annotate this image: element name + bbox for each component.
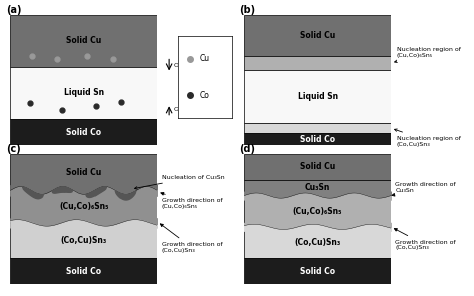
- Text: Liquid Sn: Liquid Sn: [64, 89, 104, 97]
- Bar: [244, 70, 391, 123]
- Text: Nucleation of Cu₃Sn: Nucleation of Cu₃Sn: [135, 175, 224, 189]
- Text: Solid Cu: Solid Cu: [300, 163, 335, 171]
- Text: Solid Cu: Solid Cu: [66, 168, 101, 177]
- Text: (Co,Cu)Sn₃: (Co,Cu)Sn₃: [294, 238, 341, 247]
- Text: (Co,Cu)Sn₃: (Co,Cu)Sn₃: [61, 236, 107, 245]
- Text: Cu₃Sn: Cu₃Sn: [305, 183, 330, 192]
- Bar: [10, 154, 157, 190]
- Bar: [244, 154, 391, 180]
- Bar: [244, 180, 391, 196]
- Text: Cu: Cu: [173, 63, 182, 68]
- Text: Growth direction of
Cu₃Sn: Growth direction of Cu₃Sn: [392, 182, 456, 196]
- Text: Co: Co: [200, 91, 210, 100]
- Text: (d): (d): [239, 144, 255, 155]
- Text: Nucleation region of
(Cu,Co)₆Sn₅: Nucleation region of (Cu,Co)₆Sn₅: [395, 47, 461, 62]
- Bar: [10, 190, 157, 223]
- Text: Liquid Sn: Liquid Sn: [298, 92, 337, 101]
- Bar: [10, 119, 157, 145]
- Text: (Cu,Co)₆Sn₅: (Cu,Co)₆Sn₅: [293, 207, 342, 216]
- Text: Solid Co: Solid Co: [66, 128, 101, 136]
- Text: Solid Co: Solid Co: [66, 267, 101, 276]
- Bar: [244, 15, 391, 57]
- Bar: [10, 67, 157, 119]
- Text: Cu: Cu: [200, 54, 210, 63]
- Bar: [244, 123, 391, 133]
- Bar: [10, 258, 157, 284]
- Text: (b): (b): [239, 5, 255, 15]
- Bar: [244, 227, 391, 258]
- Text: Solid Co: Solid Co: [300, 135, 335, 144]
- Text: (c): (c): [6, 144, 20, 155]
- Bar: [10, 223, 157, 258]
- Text: Co: Co: [173, 107, 182, 112]
- Bar: [10, 15, 157, 67]
- Text: (a): (a): [6, 5, 21, 15]
- Text: Growth direction of
(Co,Cu)Sn₃: Growth direction of (Co,Cu)Sn₃: [394, 229, 456, 250]
- Text: Nucleation region of
(Co,Cu)Sn₃: Nucleation region of (Co,Cu)Sn₃: [394, 129, 461, 147]
- Bar: [244, 133, 391, 145]
- Bar: [244, 258, 391, 284]
- Text: Growth direction of
(Cu,Co)₆Sn₅: Growth direction of (Cu,Co)₆Sn₅: [161, 192, 222, 209]
- Text: Solid Cu: Solid Cu: [66, 36, 101, 45]
- Text: Growth direction of
(Co,Cu)Sn₃: Growth direction of (Co,Cu)Sn₃: [160, 224, 222, 253]
- Bar: [244, 57, 391, 70]
- Text: (Cu,Co)₆Sn₅: (Cu,Co)₆Sn₅: [59, 202, 109, 211]
- Text: Solid Cu: Solid Cu: [300, 31, 335, 40]
- Bar: [244, 196, 391, 227]
- Text: Solid Co: Solid Co: [300, 267, 335, 276]
